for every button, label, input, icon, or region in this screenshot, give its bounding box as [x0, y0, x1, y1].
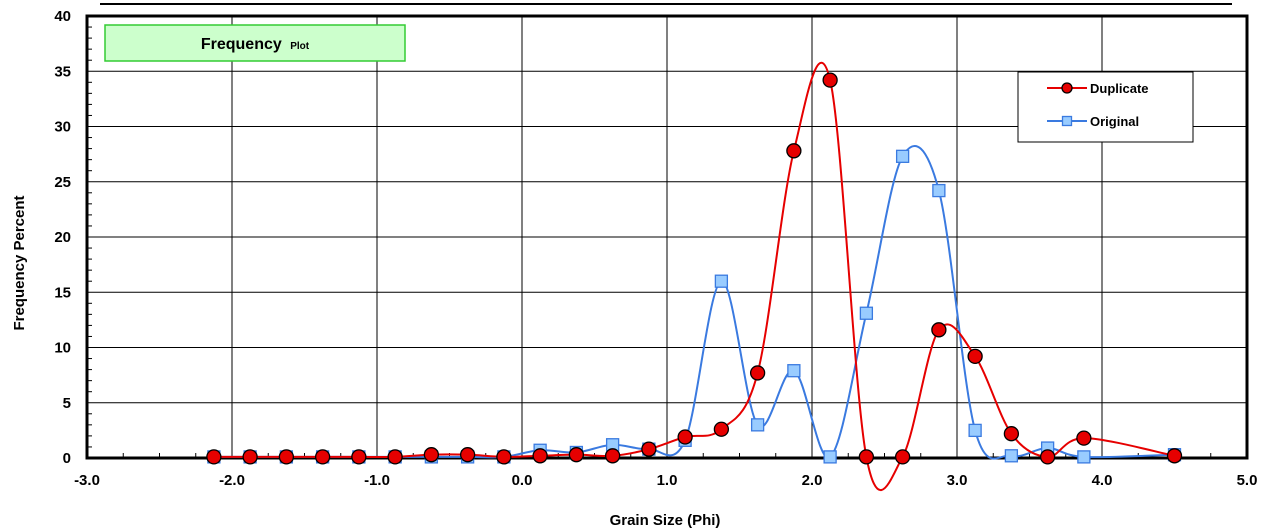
data-point-duplicate	[1166, 448, 1183, 464]
data-point-original	[859, 306, 874, 320]
data-point-original	[750, 418, 765, 432]
data-point-original	[1077, 450, 1091, 464]
legend-label-original: Original	[1090, 114, 1139, 129]
x-tick-label: -3.0	[74, 472, 100, 489]
legend-item-duplicate: Duplicate	[1047, 81, 1149, 96]
series-duplicate	[206, 61, 1183, 492]
y-tick-label: 5	[63, 395, 71, 412]
data-point-original	[895, 149, 910, 163]
series-original	[207, 145, 1182, 464]
data-point-duplicate	[894, 449, 911, 465]
y-tick-label: 25	[54, 174, 71, 191]
x-tick-label: 3.0	[947, 472, 968, 489]
data-point-original	[823, 450, 837, 464]
y-tick-label: 15	[54, 284, 71, 301]
legend: Duplicate Original	[1017, 71, 1194, 143]
data-point-original	[968, 423, 982, 438]
y-tick-label: 10	[54, 340, 71, 357]
legend-marker-duplicate	[1061, 82, 1073, 94]
series	[206, 61, 1183, 492]
svg-text:Frequency Plot: Frequency Plot	[201, 36, 310, 53]
plot-title: Frequency	[201, 36, 282, 53]
data-point-original	[1004, 449, 1019, 463]
y-axis-title: Frequency Percent	[11, 195, 28, 330]
data-point-duplicate	[496, 449, 512, 465]
data-point-original	[787, 364, 801, 378]
data-point-duplicate	[1076, 430, 1092, 446]
x-tick-label: 1.0	[657, 472, 678, 489]
data-point-duplicate	[858, 449, 875, 465]
x-tick-label: -2.0	[219, 472, 245, 489]
data-point-duplicate	[568, 447, 585, 463]
data-point-duplicate	[713, 421, 730, 437]
series-line-original	[213, 145, 1175, 460]
legend-item-original: Original	[1047, 114, 1139, 129]
legend-marker-original	[1061, 115, 1073, 127]
plot-frame	[85, 14, 1249, 460]
data-point-original	[932, 183, 946, 198]
plot-title-box: Frequency Plot	[104, 24, 406, 62]
x-tick-label: 0.0	[512, 472, 533, 489]
data-point-original	[714, 274, 729, 288]
data-point-duplicate	[677, 429, 693, 445]
y-tick-label: 40	[54, 8, 71, 25]
data-point-duplicate	[314, 449, 331, 465]
data-point-duplicate	[749, 365, 766, 381]
y-tick-label: 35	[54, 63, 71, 80]
data-point-duplicate	[278, 449, 295, 465]
data-point-duplicate	[604, 448, 621, 464]
tick-labels: -3.0 -2.0 -1.0 0.0 1.0 2.0 3.0 4.0 5.0 0 5 10 15 20 25…	[54, 8, 1257, 489]
data-point-duplicate	[786, 143, 802, 159]
data-point-duplicate	[1003, 426, 1020, 442]
data-point-duplicate	[459, 447, 476, 463]
x-tick-label: -1.0	[364, 472, 390, 489]
data-point-duplicate	[931, 322, 947, 338]
y-tick-label: 0	[63, 450, 71, 467]
x-tick-label: 4.0	[1092, 472, 1113, 489]
x-axis-title: Grain Size (Phi)	[610, 512, 721, 529]
y-tick-label: 30	[54, 119, 71, 136]
data-point-duplicate	[423, 447, 440, 463]
plot-subtitle: Plot	[290, 41, 310, 52]
y-tick-label: 20	[54, 229, 71, 246]
data-point-duplicate	[206, 449, 222, 465]
data-point-duplicate	[351, 449, 367, 465]
x-tick-label: 5.0	[1237, 472, 1258, 489]
data-point-duplicate	[1039, 449, 1056, 465]
data-point-duplicate	[242, 449, 258, 465]
data-point-duplicate	[641, 441, 657, 457]
data-point-duplicate	[532, 448, 548, 464]
data-point-duplicate	[822, 72, 838, 88]
data-point-duplicate	[967, 348, 983, 364]
data-point-duplicate	[387, 449, 403, 465]
legend-label-duplicate: Duplicate	[1090, 81, 1149, 96]
x-tick-label: 2.0	[802, 472, 823, 489]
